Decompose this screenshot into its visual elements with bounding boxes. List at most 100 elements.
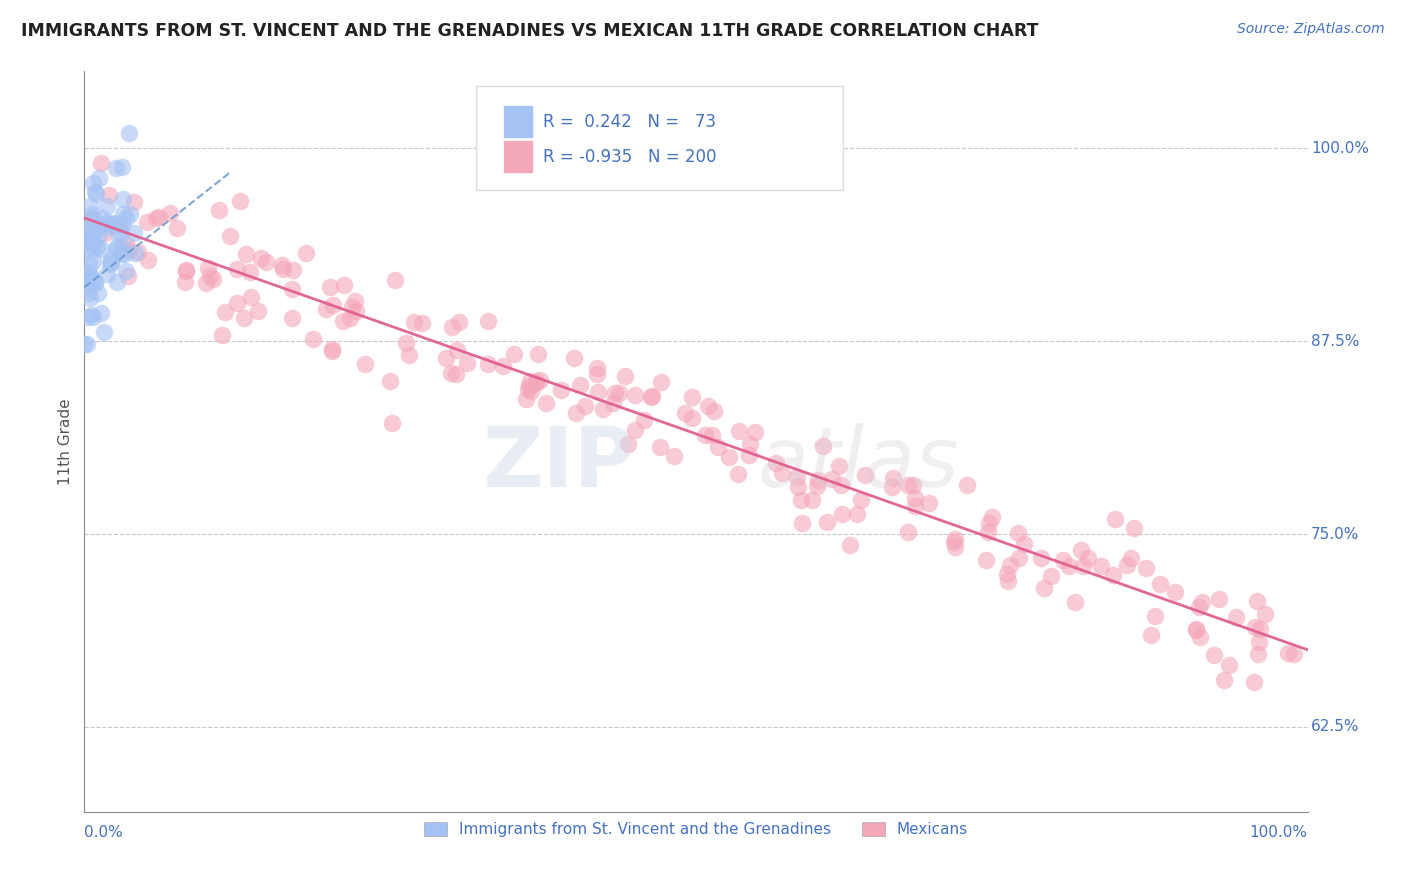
Point [302, 332, 325, 346]
Point [492, 359, 515, 374]
Bar [503, 105, 533, 138]
Point [585, 360, 607, 375]
Point [82, 254, 104, 268]
Point [943, 532, 966, 546]
Point [117, 244, 139, 258]
Point [75, 222, 97, 236]
Point [1246, 594, 1268, 608]
Text: R = -0.935   N = 200: R = -0.935 N = 200 [543, 147, 717, 166]
Point [446, 343, 468, 358]
Point [281, 310, 304, 325]
Point [105, 240, 128, 254]
Point [354, 357, 377, 371]
Point [956, 478, 979, 492]
Point [97, 215, 120, 229]
Point [1070, 543, 1092, 558]
Point [477, 314, 499, 328]
Point [786, 480, 808, 494]
Point [86, 219, 108, 233]
Point [115, 263, 138, 277]
Point [1052, 553, 1074, 567]
Point [381, 416, 404, 430]
Point [977, 516, 1000, 530]
Point [148, 210, 170, 224]
Point [96, 268, 118, 282]
Point [84, 276, 107, 290]
Point [76, 280, 98, 294]
Text: 87.5%: 87.5% [1312, 334, 1360, 349]
Point [93, 325, 115, 339]
Text: 62.5%: 62.5% [1312, 719, 1360, 734]
Point [87, 171, 110, 186]
Point [519, 379, 541, 393]
Point [434, 351, 457, 365]
Point [1218, 658, 1240, 673]
Point [440, 319, 463, 334]
Point [173, 275, 195, 289]
Point [104, 216, 127, 230]
Point [127, 245, 149, 260]
Point [640, 390, 662, 404]
Point [1247, 635, 1270, 649]
Point [96, 220, 118, 235]
Point [449, 315, 471, 329]
Point [728, 425, 751, 439]
Point [995, 566, 1018, 581]
Point [943, 541, 966, 555]
Point [96, 199, 118, 213]
Point [838, 538, 860, 552]
Point [524, 376, 547, 390]
Point [681, 390, 703, 404]
Point [84, 221, 107, 235]
Point [105, 242, 128, 256]
Point [998, 558, 1021, 572]
Point [565, 406, 588, 420]
Point [740, 437, 762, 451]
Point [76, 286, 98, 301]
Point [1115, 558, 1137, 573]
Point [280, 281, 302, 295]
Point [1031, 551, 1053, 566]
Point [706, 440, 728, 454]
Point [1163, 585, 1185, 599]
Text: ZIP: ZIP [482, 423, 636, 504]
Point [86, 229, 108, 244]
Point [524, 374, 547, 388]
Point [76, 337, 98, 351]
Point [586, 368, 609, 382]
Point [519, 384, 541, 398]
Point [1213, 673, 1236, 687]
Point [79, 259, 101, 273]
Point [111, 240, 134, 254]
Point [846, 508, 869, 522]
Point [90, 156, 112, 170]
Point [440, 366, 463, 380]
Point [211, 327, 233, 342]
Point [159, 206, 181, 220]
Point [82, 271, 104, 285]
Point [73, 337, 96, 351]
Point [111, 192, 134, 206]
Point [918, 496, 941, 510]
Text: atlas: atlas [758, 423, 959, 504]
Point [145, 211, 167, 225]
Point [801, 493, 824, 508]
Point [586, 385, 609, 400]
Point [118, 126, 141, 140]
Point [1277, 646, 1299, 660]
Point [648, 440, 671, 454]
Point [83, 234, 105, 248]
Point [82, 177, 104, 191]
Point [411, 316, 433, 330]
Text: Source: ZipAtlas.com: Source: ZipAtlas.com [1237, 22, 1385, 37]
Point [693, 428, 716, 442]
Point [115, 211, 138, 226]
Point [240, 290, 263, 304]
Point [574, 399, 596, 413]
Point [828, 458, 851, 473]
Point [1007, 525, 1029, 540]
Point [233, 311, 256, 326]
Point [90, 243, 112, 257]
Point [110, 226, 132, 240]
Point [111, 218, 134, 232]
